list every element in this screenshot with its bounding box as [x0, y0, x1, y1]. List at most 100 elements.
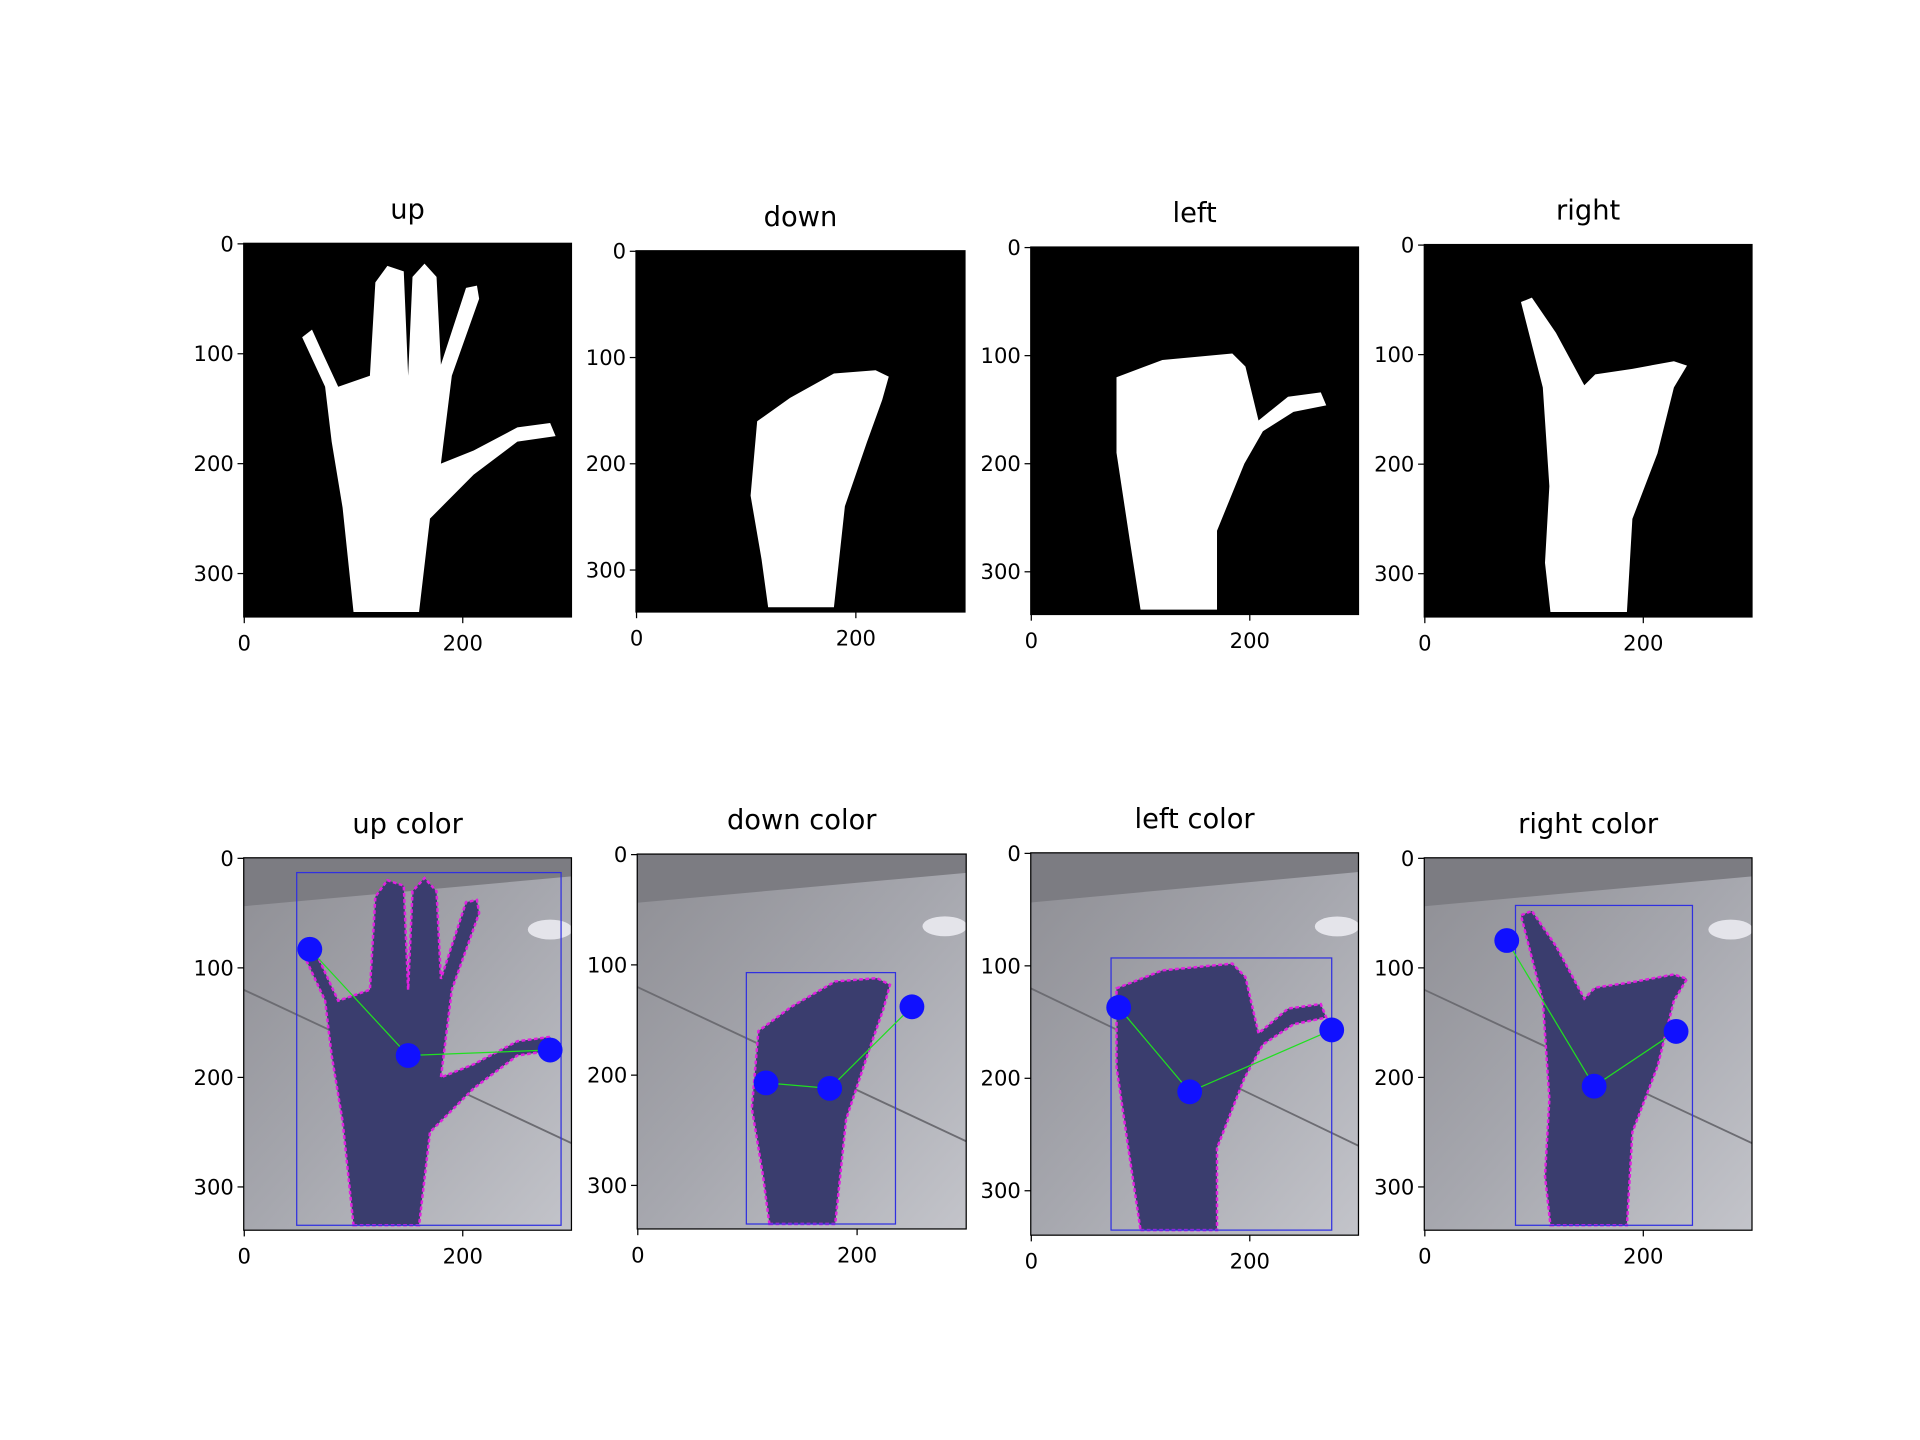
- keypoint: [753, 1070, 779, 1096]
- ceiling: [1030, 852, 1359, 903]
- subplot: right color 0 200 0 100 200 300: [1374, 809, 1753, 1269]
- ceiling: [637, 854, 967, 903]
- x-tick-label: 0: [1025, 1249, 1038, 1274]
- y-tick-label: 0: [220, 846, 233, 871]
- y-tick-label: 0: [1007, 235, 1020, 260]
- y-tick-label: 100: [1374, 342, 1414, 367]
- axes-frame: [243, 857, 573, 1231]
- y-tick-label: 100: [586, 345, 626, 370]
- subplot: down color 0 200 0 100 200 300: [587, 805, 967, 1267]
- subplot-title: down color: [727, 805, 877, 836]
- y-tick-label: 0: [220, 231, 233, 256]
- fan: [922, 916, 967, 937]
- y-tick-label: 200: [1374, 452, 1414, 477]
- y-tick-label: 0: [613, 239, 626, 264]
- y-tick-label: 0: [614, 842, 627, 867]
- x-tick-label: 200: [837, 1242, 877, 1267]
- fan: [1314, 916, 1359, 937]
- y-tick-label: 0: [1007, 841, 1020, 866]
- y-tick-label: 200: [1374, 1065, 1414, 1090]
- y-tick-label: 300: [587, 1173, 627, 1198]
- y-tick-label: 200: [586, 451, 626, 476]
- keypoint: [817, 1075, 843, 1101]
- image: [1030, 852, 1359, 1236]
- hand-photo: [750, 976, 892, 1226]
- image: [1424, 857, 1753, 1231]
- hand-photo: [1519, 909, 1689, 1227]
- subplot-title: left color: [1135, 804, 1256, 835]
- keypoint: [537, 1037, 563, 1063]
- keypoint: [1494, 928, 1520, 953]
- subplot: up color 0 200 0 100 200 300: [194, 809, 573, 1269]
- y-tick-label: 200: [194, 451, 234, 476]
- axes-frame: [636, 853, 967, 1230]
- x-tick-label: 200: [1230, 628, 1270, 653]
- y-tick-label: 100: [587, 952, 627, 977]
- x-tick-label: 0: [1418, 1244, 1431, 1269]
- subplot-title: left: [1173, 198, 1218, 229]
- x-tick-label: 0: [630, 626, 643, 651]
- bounding-box: [1110, 957, 1333, 1231]
- subplot-title: right: [1556, 196, 1620, 227]
- x-tick-label: 200: [443, 630, 483, 655]
- x-tick-label: 200: [1623, 1244, 1663, 1269]
- ceiling: [243, 857, 572, 907]
- x-tick-label: 0: [238, 630, 251, 655]
- y-tick-label: 200: [981, 451, 1021, 476]
- x-tick-label: 200: [1230, 1249, 1270, 1274]
- bounding-box: [745, 971, 897, 1225]
- fan: [1708, 919, 1753, 940]
- subplot: right 0 200 0 100 200 300: [1374, 196, 1753, 655]
- image: [636, 250, 965, 612]
- subplot: down 0 200 0 100 200 300: [586, 202, 966, 651]
- subplot: left color 0 200 0 100 200 300: [981, 804, 1360, 1274]
- keypoint: [395, 1043, 421, 1068]
- y-tick-label: 100: [194, 341, 234, 366]
- x-tick-label: 200: [836, 626, 876, 651]
- subplot-title: right color: [1518, 809, 1659, 840]
- axes-frame: [635, 250, 966, 613]
- subplot-title: up color: [352, 809, 463, 840]
- y-tick-label: 200: [194, 1065, 234, 1090]
- y-tick-label: 300: [981, 1178, 1021, 1203]
- keypoint: [1319, 1017, 1345, 1043]
- subplot: left 0 200 0 100 200 300: [981, 198, 1360, 653]
- y-tick-label: 100: [981, 953, 1021, 978]
- y-tick-label: 0: [1401, 233, 1414, 258]
- axes-frame: [1030, 246, 1360, 616]
- y-tick-label: 200: [981, 1066, 1021, 1091]
- keypoint: [1177, 1079, 1203, 1105]
- ceiling: [1424, 857, 1753, 907]
- image: [243, 243, 572, 617]
- axes-frame: [1030, 852, 1360, 1236]
- y-tick-label: 300: [194, 1174, 234, 1199]
- hand-mask: [750, 370, 889, 608]
- axes-frame: [1423, 857, 1753, 1231]
- subplot-title: up: [390, 194, 425, 225]
- hand-mask: [302, 263, 556, 613]
- x-tick-label: 200: [1623, 630, 1663, 655]
- subplot: up 0 200 0 100 200 300: [194, 194, 573, 655]
- keypoint: [1106, 995, 1132, 1020]
- hand-mask: [1520, 297, 1688, 613]
- y-tick-label: 200: [587, 1063, 627, 1088]
- subplot-title: down: [764, 202, 838, 233]
- fan: [527, 919, 572, 940]
- bounding-box: [1514, 904, 1694, 1226]
- y-tick-label: 300: [981, 559, 1021, 584]
- keypoint: [1663, 1018, 1689, 1044]
- y-tick-label: 100: [1374, 955, 1414, 980]
- hand-photo: [1115, 962, 1328, 1232]
- hand-mask: [1116, 353, 1327, 610]
- image: [637, 854, 967, 1229]
- x-tick-label: 0: [1025, 628, 1038, 653]
- y-tick-label: 100: [981, 343, 1021, 368]
- x-tick-label: 0: [1418, 630, 1431, 655]
- image: [243, 857, 572, 1231]
- y-tick-label: 300: [1374, 1174, 1414, 1199]
- keypoint: [1581, 1073, 1607, 1099]
- x-tick-label: 0: [238, 1244, 251, 1269]
- y-tick-label: 300: [586, 557, 626, 582]
